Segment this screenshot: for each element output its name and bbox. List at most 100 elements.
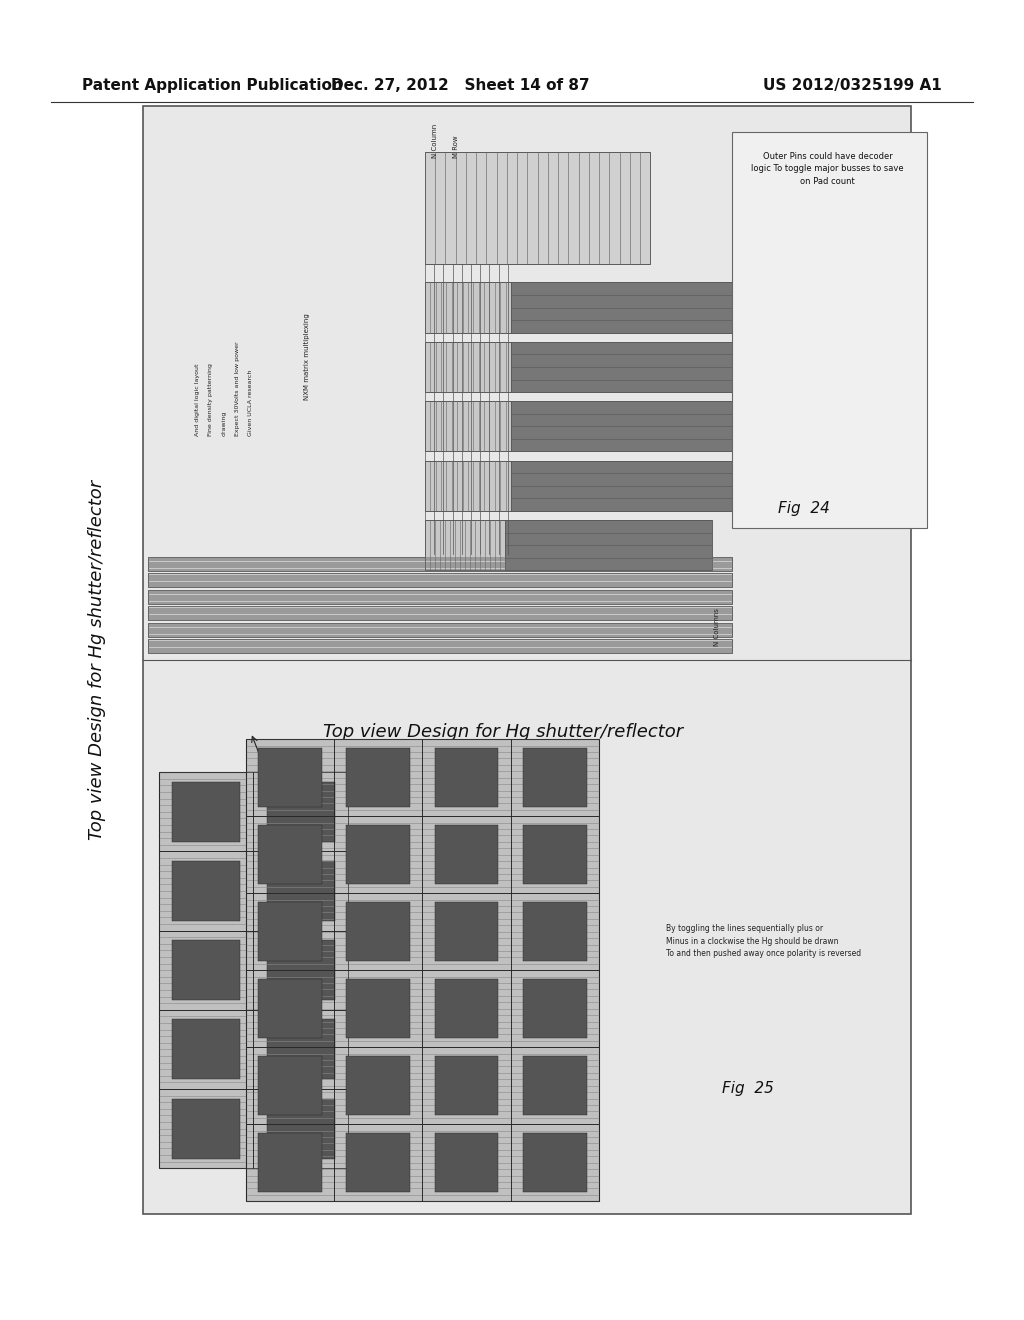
Bar [258,1056,322,1115]
Bar [246,816,334,894]
Bar [346,979,410,1038]
Text: Dec. 27, 2012   Sheet 14 of 87: Dec. 27, 2012 Sheet 14 of 87 [332,78,590,94]
Bar [435,825,499,884]
Bar [246,739,334,816]
Text: M Row: M Row [453,136,459,158]
Bar [511,970,599,1047]
Bar [334,1125,422,1201]
Text: And digital logic layout: And digital logic layout [196,363,200,436]
Bar [258,825,322,884]
Text: Given UCLA research: Given UCLA research [249,370,253,436]
Bar [258,1134,322,1192]
Bar [523,1056,587,1115]
Bar [523,979,587,1038]
Bar [523,1134,587,1192]
Text: drawing: drawing [222,411,226,436]
Bar [254,1010,348,1089]
Bar [425,282,511,333]
Bar [334,816,422,894]
Text: N Columns: N Columns [714,609,720,645]
Bar [266,940,335,1001]
Bar [159,851,254,931]
Bar [523,748,587,807]
Bar [159,1089,254,1168]
Text: Top view Design for Hg shutter/reflector: Top view Design for Hg shutter/reflector [323,723,683,742]
Text: Top view Design for Hg shutter/reflector: Top view Design for Hg shutter/reflector [88,480,106,840]
Bar [435,903,499,961]
Bar [511,282,732,333]
Text: Fig  24: Fig 24 [778,500,829,516]
Bar [334,1047,422,1125]
Text: Patent Application Publication: Patent Application Publication [82,78,343,94]
Bar [172,1019,241,1080]
Bar [172,861,241,921]
Bar [346,1134,410,1192]
Bar [511,342,732,392]
Bar [159,772,254,851]
Bar [159,931,254,1010]
Bar [511,401,732,451]
Bar [511,461,732,511]
Bar [172,781,241,842]
Bar [425,520,505,570]
Text: US 2012/0325199 A1: US 2012/0325199 A1 [763,78,942,94]
Bar [246,1047,334,1125]
Text: Outer Pins could have decoder
logic To toggle major busses to save
on Pad count: Outer Pins could have decoder logic To t… [751,152,904,186]
Text: Expect 30Volts and low power: Expect 30Volts and low power [236,341,240,436]
Text: N Column: N Column [432,124,438,158]
Bar [425,461,511,511]
Text: Fig  25: Fig 25 [722,1081,773,1097]
Bar [254,931,348,1010]
Bar [266,1019,335,1080]
Bar [148,639,732,653]
Bar [246,894,334,970]
Bar [435,979,499,1038]
Bar [258,903,322,961]
Text: By toggling the lines sequentially plus or
Minus in a clockwise the Hg should be: By toggling the lines sequentially plus … [666,924,861,958]
Bar [148,606,732,620]
Bar [334,739,422,816]
Bar [266,781,335,842]
Bar [422,1125,511,1201]
Bar [148,573,732,587]
Bar [254,851,348,931]
Bar [258,748,322,807]
Bar [346,903,410,961]
Bar [425,342,511,392]
Bar [511,1125,599,1201]
Bar [435,1056,499,1115]
Bar [148,590,732,605]
Bar [422,816,511,894]
Bar [422,894,511,970]
Bar [246,1125,334,1201]
Bar [334,894,422,970]
Bar [246,970,334,1047]
Bar [172,940,241,1001]
Bar [258,979,322,1038]
Bar [346,825,410,884]
Bar [425,152,650,264]
Bar [422,739,511,816]
Bar [425,401,511,451]
Bar [435,1134,499,1192]
Bar [159,1010,254,1089]
Bar [254,1089,348,1168]
Bar [148,557,732,570]
Bar [511,894,599,970]
Bar [148,623,732,638]
Bar [266,1098,335,1159]
Bar [159,772,348,1168]
Bar [435,748,499,807]
Bar [246,739,599,1201]
Bar [334,970,422,1047]
Text: Fine density patterning: Fine density patterning [209,363,213,436]
Bar [254,772,348,851]
Bar [422,970,511,1047]
Text: NXM matrix multiplexing: NXM matrix multiplexing [304,313,310,400]
Bar [172,1098,241,1159]
Bar [511,739,599,816]
Bar [346,748,410,807]
Bar [422,1047,511,1125]
Bar [523,825,587,884]
Bar [505,520,712,570]
